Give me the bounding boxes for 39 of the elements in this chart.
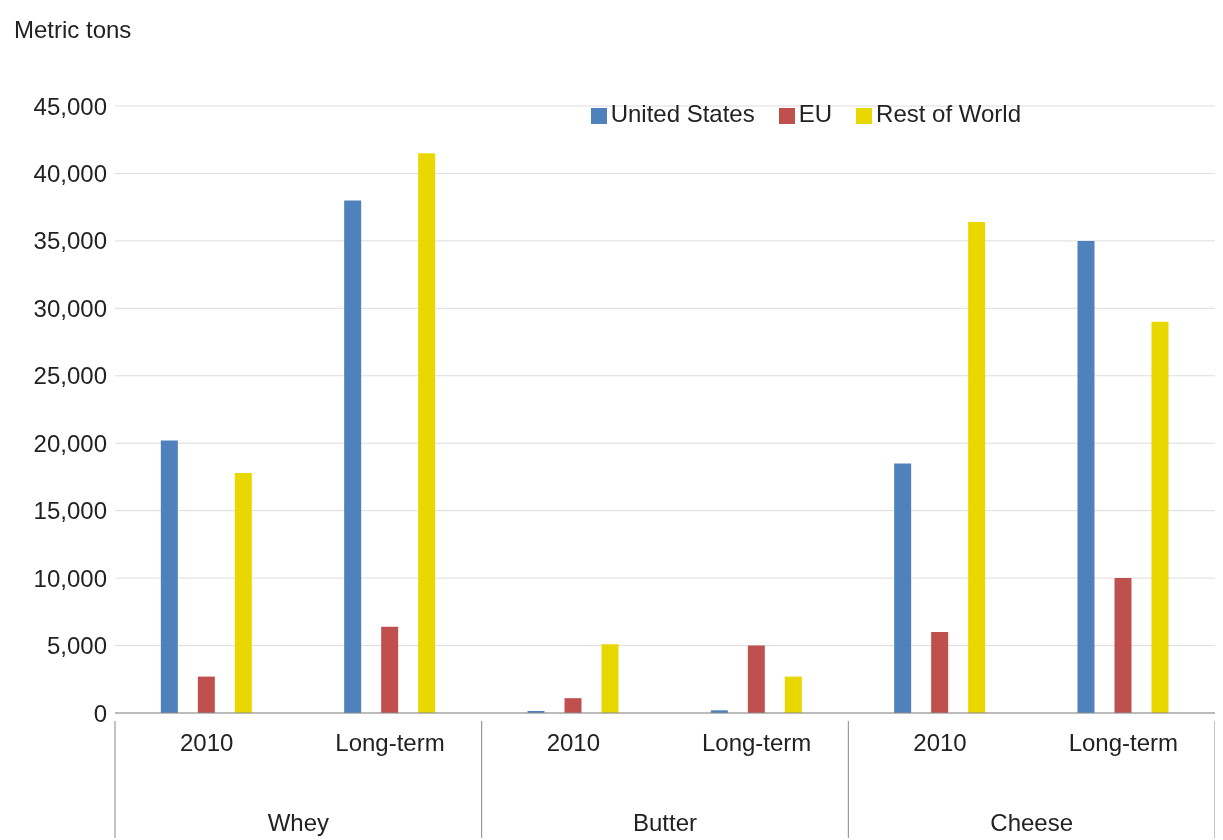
bar bbox=[1077, 240, 1095, 713]
bar bbox=[968, 222, 986, 713]
y-tick-label: 25,000 bbox=[33, 362, 107, 390]
y-tick-label: 30,000 bbox=[33, 294, 107, 322]
bar bbox=[197, 676, 215, 713]
x-tick-label: Long-term bbox=[335, 729, 445, 756]
y-tick-label: 40,000 bbox=[33, 159, 107, 187]
bar bbox=[564, 698, 582, 713]
legend-label: EU bbox=[798, 100, 833, 127]
y-axis-title: Metric tons bbox=[14, 16, 132, 44]
text: Cheese bbox=[990, 809, 1074, 836]
legend-label: United States bbox=[610, 100, 755, 127]
legend-label: Rest of World bbox=[876, 100, 1021, 127]
bar bbox=[234, 472, 252, 713]
bar bbox=[601, 644, 619, 713]
bar bbox=[418, 153, 436, 713]
x-tick-label: 2010 bbox=[179, 729, 234, 756]
bar bbox=[381, 626, 399, 713]
bar bbox=[894, 463, 912, 713]
bar bbox=[747, 645, 765, 713]
bar bbox=[1114, 578, 1132, 713]
y-tick-label: 35,000 bbox=[33, 227, 107, 255]
text: Butter bbox=[632, 809, 698, 836]
x-tick-label: Long-term bbox=[1068, 729, 1179, 756]
y-tick-label: 20,000 bbox=[33, 429, 107, 457]
bar bbox=[784, 676, 802, 713]
text: Whey bbox=[267, 809, 330, 836]
bar bbox=[160, 440, 178, 713]
x-tick-label: 2010 bbox=[546, 729, 601, 756]
y-tick-label: 45,000 bbox=[33, 92, 107, 120]
x-tick-label: 2010 bbox=[913, 729, 967, 756]
bar bbox=[931, 632, 949, 713]
x-tick-label: Long-term bbox=[701, 729, 812, 756]
bar bbox=[1151, 321, 1169, 713]
y-tick-label: 0 bbox=[93, 699, 107, 727]
y-tick-label: 5,000 bbox=[46, 632, 107, 660]
bar bbox=[344, 200, 362, 713]
y-tick-label: 10,000 bbox=[33, 564, 107, 592]
y-tick-label: 15,000 bbox=[33, 497, 107, 525]
